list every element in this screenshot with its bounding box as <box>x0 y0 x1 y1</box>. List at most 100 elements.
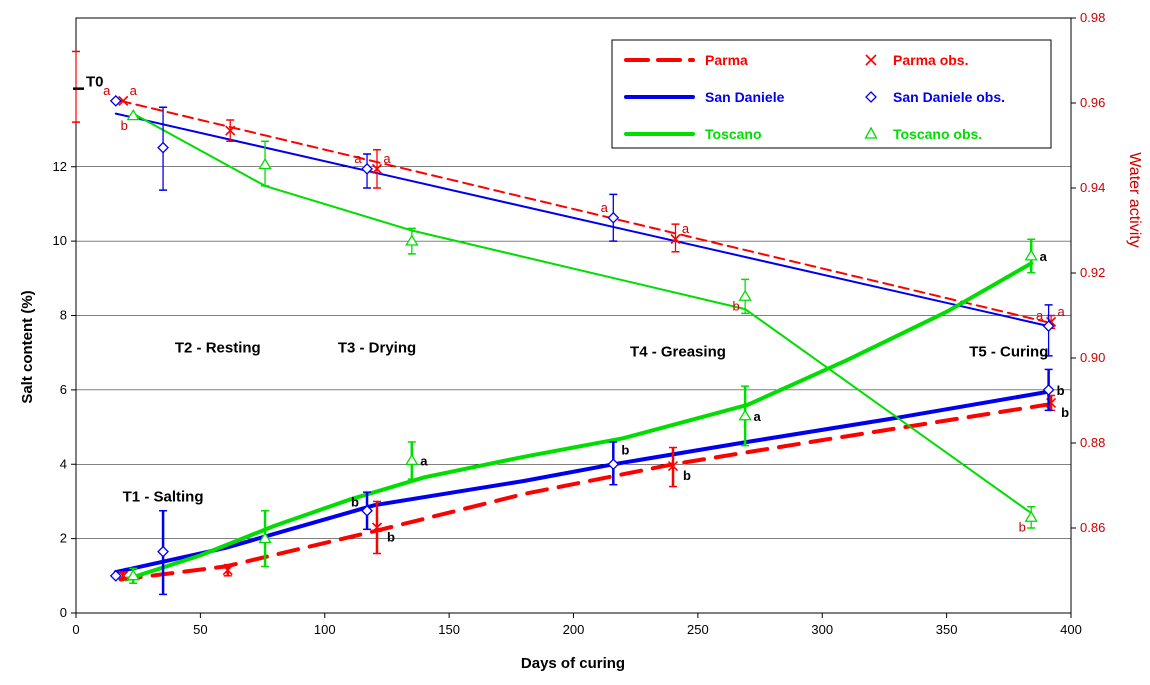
toscano-salt-sig-label: a <box>1040 249 1048 264</box>
marker-stroke <box>118 95 129 106</box>
legend-obs-label-parma: Parma obs. <box>893 52 968 68</box>
parma-aw-point <box>118 95 129 106</box>
y2-tick-label: 0.86 <box>1080 520 1105 535</box>
marker-stroke <box>371 163 383 174</box>
san-daniele-aw-point <box>1042 320 1055 333</box>
x-tick-label: 400 <box>1060 622 1082 637</box>
t0-error-bar <box>72 50 80 123</box>
parma-salt-sig-label: b <box>683 468 691 483</box>
san-daniele-salt-sig-label: b <box>1057 383 1065 398</box>
gridlines <box>76 166 1071 539</box>
legend-marker-toscano <box>864 126 878 139</box>
toscano-salt-sig-label: a <box>754 409 762 424</box>
legend-label-san-daniele: San Daniele <box>705 89 785 105</box>
san-daniele-salt-sig-label: b <box>621 442 629 457</box>
san-daniele-aw-fit-line <box>114 112 1050 328</box>
san-daniele-salt-sig-label: b <box>351 495 359 510</box>
x-tick-label: 300 <box>811 622 833 637</box>
y2-tick-label: 0.88 <box>1080 435 1105 450</box>
toscano-aw-point <box>258 157 272 170</box>
phase-label: T2 - Resting <box>175 340 261 357</box>
toscano-salt-point <box>738 409 752 421</box>
parma-aw-fit-line <box>119 99 1048 323</box>
y2-tick-label: 0.96 <box>1080 95 1105 110</box>
san-daniele-salt-point <box>109 569 122 582</box>
toscano-aw-sig-label: b <box>733 298 740 313</box>
y2-tick-label: 0.94 <box>1080 180 1105 195</box>
parma-salt-fit-line <box>118 402 1049 582</box>
parma-aw-point <box>670 233 681 245</box>
x-tick-label: 250 <box>687 622 709 637</box>
parma-salt-sig-label: b <box>1061 405 1069 420</box>
san-daniele-aw-point <box>607 211 620 224</box>
parma-aw-sig-label: a <box>383 151 391 166</box>
legend-obs-label-toscano: Toscano obs. <box>893 126 982 142</box>
toscano-salt-sig-label: a <box>420 454 428 469</box>
y2-tick-label: 0.90 <box>1080 350 1105 365</box>
marker-stroke <box>118 570 129 581</box>
x-tick-label: 100 <box>314 622 336 637</box>
marker-stroke <box>667 461 679 472</box>
legend-label-parma: Parma <box>705 52 748 68</box>
san-daniele-aw-sig-label: a <box>103 83 111 98</box>
toscano-salt-point <box>258 531 272 544</box>
toscano-aw-point <box>405 234 419 246</box>
phase-label: T1 - Salting <box>123 488 204 505</box>
toscano-salt-fit-line <box>123 261 1034 582</box>
x-tick-label: 200 <box>563 622 585 637</box>
toscano-aw-point <box>1024 510 1038 522</box>
y2-tick-label: 0.92 <box>1080 265 1105 280</box>
y2-tick-label: 0.98 <box>1080 10 1105 25</box>
san-daniele-salt-point <box>361 504 373 517</box>
parma-aw-point <box>371 163 383 174</box>
san-daniele-aw-point <box>361 162 373 175</box>
y-tick-label: 6 <box>60 382 67 397</box>
san-daniele-aw-sig-label: a <box>1036 308 1044 323</box>
san-daniele-aw-point <box>157 141 169 154</box>
y-tick-label: 10 <box>53 233 67 248</box>
x-axis-title: Days of curing <box>521 655 625 672</box>
toscano-aw-point <box>738 289 752 301</box>
axis-ticks: 0 2 4 6 8 10 12 0 50 100 150 200 250 300 350 400 0.86 0.8… <box>53 10 1106 637</box>
parma-salt-sig-label: b <box>387 529 395 544</box>
san-daniele-aw-point <box>109 94 122 107</box>
san-daniele-salt-point <box>607 458 620 471</box>
legend: Parma Parma obs. San Daniele San Daniele ob… <box>611 39 1052 149</box>
phase-label: T4 - Greasing <box>630 343 726 360</box>
san-daniele-aw-sig-label: a <box>354 151 362 166</box>
legend-label-toscano: Toscano <box>705 126 762 142</box>
marker-stroke <box>371 522 383 533</box>
toscano-salt-point <box>405 453 419 466</box>
parma-salt-point <box>118 570 129 581</box>
parma-salt-point <box>371 522 383 533</box>
toscano-salt-point <box>1024 249 1038 261</box>
parma-aw-sig-label: a <box>1057 304 1065 319</box>
toscano-aw-sig-label: b <box>121 118 128 133</box>
phase-label: T3 - Drying <box>338 340 416 357</box>
x-tick-label: 50 <box>193 622 207 637</box>
toscano-aw-sig-label: b <box>1019 519 1026 534</box>
x-tick-label: 150 <box>438 622 460 637</box>
y-axis-title: Salt content (%) <box>19 290 36 403</box>
y-tick-label: 8 <box>60 308 67 323</box>
y-tick-label: 4 <box>60 456 67 471</box>
y-tick-label: 2 <box>60 531 67 546</box>
legend-marker-stroke <box>865 54 877 66</box>
y2-axis-title: Water activity <box>1126 152 1143 247</box>
toscano-aw-point <box>126 108 140 121</box>
phase-label: T5 - Curing <box>969 343 1048 360</box>
san-daniele-salt-fit-line <box>113 389 1051 575</box>
legend-obs-label-san-daniele: San Daniele obs. <box>893 89 1005 105</box>
marker-stroke <box>225 125 236 136</box>
toscano-salt-point <box>126 569 140 581</box>
x-tick-label: 0 <box>72 622 79 637</box>
y-tick-label: 12 <box>53 159 67 174</box>
parma-aw-sig-label: a <box>130 83 138 98</box>
y-tick-label: 0 <box>60 605 67 620</box>
legend-marker-san-daniele <box>865 91 877 103</box>
t0-label: T0 <box>86 74 104 91</box>
phase-labels: T1 - Salting T2 - Resting T3 - Drying T4 - … <box>123 340 1049 506</box>
marker-stroke <box>670 233 681 245</box>
